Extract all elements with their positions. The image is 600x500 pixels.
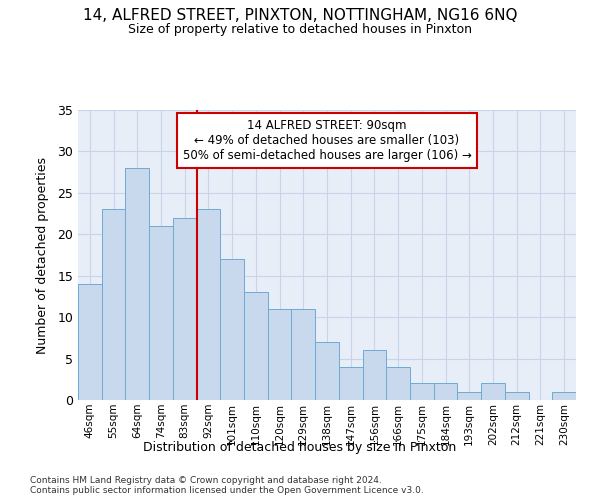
Bar [505, 392, 529, 400]
Bar [197, 210, 220, 400]
Bar [315, 342, 339, 400]
Text: 14, ALFRED STREET, PINXTON, NOTTINGHAM, NG16 6NQ: 14, ALFRED STREET, PINXTON, NOTTINGHAM, … [83, 8, 517, 22]
Bar [125, 168, 149, 400]
Text: Distribution of detached houses by size in Pinxton: Distribution of detached houses by size … [143, 441, 457, 454]
Bar [410, 384, 434, 400]
Bar [173, 218, 197, 400]
Bar [149, 226, 173, 400]
Y-axis label: Number of detached properties: Number of detached properties [36, 156, 49, 354]
Bar [102, 210, 125, 400]
Bar [244, 292, 268, 400]
Bar [434, 384, 457, 400]
Bar [362, 350, 386, 400]
Bar [268, 309, 292, 400]
Bar [292, 309, 315, 400]
Bar [339, 367, 362, 400]
Text: Size of property relative to detached houses in Pinxton: Size of property relative to detached ho… [128, 22, 472, 36]
Bar [78, 284, 102, 400]
Bar [457, 392, 481, 400]
Bar [552, 392, 576, 400]
Bar [481, 384, 505, 400]
Bar [220, 259, 244, 400]
Text: Contains HM Land Registry data © Crown copyright and database right 2024.
Contai: Contains HM Land Registry data © Crown c… [30, 476, 424, 495]
Text: 14 ALFRED STREET: 90sqm
← 49% of detached houses are smaller (103)
50% of semi-d: 14 ALFRED STREET: 90sqm ← 49% of detache… [182, 118, 472, 162]
Bar [386, 367, 410, 400]
